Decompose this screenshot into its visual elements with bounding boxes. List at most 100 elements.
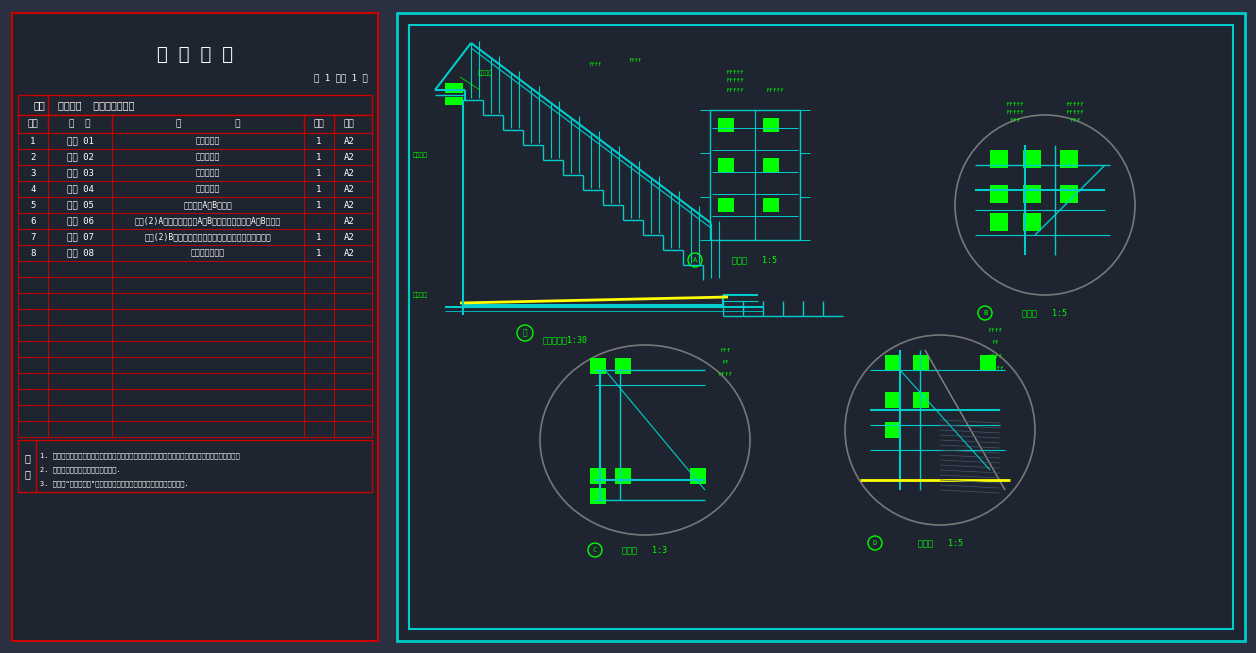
Bar bbox=[762, 198, 779, 212]
Bar bbox=[18, 213, 372, 229]
Text: 说: 说 bbox=[24, 453, 30, 463]
Bar bbox=[18, 197, 372, 213]
Text: fffff: fffff bbox=[1006, 110, 1025, 116]
Bar bbox=[18, 373, 372, 389]
Bar bbox=[1022, 150, 1041, 168]
Bar bbox=[885, 422, 901, 438]
Text: 2. 如利用标准图，可在备注栏内注明.: 2. 如利用标准图，可在备注栏内注明. bbox=[40, 466, 121, 473]
Text: A2: A2 bbox=[344, 168, 354, 178]
Text: ffff: ffff bbox=[589, 63, 602, 67]
Bar bbox=[1060, 185, 1078, 203]
Bar bbox=[18, 261, 372, 277]
Bar bbox=[980, 355, 996, 371]
Bar bbox=[718, 198, 734, 212]
Text: fffff: fffff bbox=[1065, 103, 1084, 108]
Bar bbox=[615, 468, 631, 484]
Text: 1: 1 bbox=[317, 200, 322, 210]
Bar bbox=[409, 25, 1233, 629]
Text: 二层顶面图: 二层顶面图 bbox=[196, 185, 220, 193]
Bar bbox=[913, 355, 929, 371]
Text: 第 1 页共 1 页: 第 1 页共 1 页 bbox=[314, 74, 368, 82]
Text: 一层顶面图: 一层顶面图 bbox=[196, 153, 220, 161]
Text: 1: 1 bbox=[317, 232, 322, 242]
Bar bbox=[990, 213, 1009, 231]
Text: C: C bbox=[593, 547, 597, 553]
Text: 3: 3 bbox=[30, 168, 35, 178]
Text: A2: A2 bbox=[344, 153, 354, 161]
Text: 图          目: 图 目 bbox=[176, 119, 240, 129]
Bar bbox=[18, 341, 372, 357]
Bar bbox=[1022, 185, 1041, 203]
Text: 二层平面图: 二层平面图 bbox=[196, 168, 220, 178]
Text: 图幅: 图幅 bbox=[344, 119, 354, 129]
Text: 饰施 08: 饰施 08 bbox=[67, 249, 93, 257]
Text: 1: 1 bbox=[317, 185, 322, 193]
Text: 6: 6 bbox=[30, 217, 35, 225]
Bar bbox=[762, 158, 779, 172]
Bar bbox=[18, 229, 372, 245]
Text: 饰施 05: 饰施 05 bbox=[67, 200, 93, 210]
Text: fffff: fffff bbox=[1065, 110, 1084, 116]
Text: 楼梯立面剖面图: 楼梯立面剖面图 bbox=[191, 249, 225, 257]
Bar bbox=[710, 110, 800, 240]
Bar bbox=[18, 133, 372, 149]
Bar bbox=[590, 358, 605, 374]
Text: 剖面图   1:5: 剖面图 1:5 bbox=[732, 255, 777, 264]
Text: 8: 8 bbox=[30, 249, 35, 257]
Bar bbox=[18, 389, 372, 405]
Text: 包厢(2)B立面图、一楼吧干、沙发隔断大师图、剖面图: 包厢(2)B立面图、一楼吧干、沙发隔断大师图、剖面图 bbox=[144, 232, 271, 242]
Bar bbox=[590, 468, 605, 484]
Text: ffff: ffff bbox=[628, 57, 642, 63]
Text: 4: 4 bbox=[30, 185, 35, 193]
Text: ffff: ffff bbox=[987, 353, 1002, 358]
Text: fff: fff bbox=[720, 347, 731, 353]
Text: 饰施 06: 饰施 06 bbox=[67, 217, 93, 225]
Text: 饰施 03: 饰施 03 bbox=[67, 168, 93, 178]
Text: 5: 5 bbox=[30, 200, 35, 210]
Text: 楼梯立面图1:30: 楼梯立面图1:30 bbox=[543, 336, 588, 345]
Bar bbox=[18, 277, 372, 293]
Text: 剖面图   1:5: 剖面图 1:5 bbox=[1022, 308, 1068, 317]
Bar bbox=[445, 83, 463, 93]
Bar bbox=[18, 357, 372, 373]
Text: A2: A2 bbox=[344, 249, 354, 257]
Bar bbox=[615, 358, 631, 374]
Text: 工号: 工号 bbox=[33, 100, 45, 110]
Bar bbox=[18, 245, 372, 261]
Text: 1: 1 bbox=[317, 136, 322, 146]
Text: 2: 2 bbox=[30, 153, 35, 161]
Bar bbox=[445, 97, 463, 105]
Text: 图  号: 图 号 bbox=[69, 119, 90, 129]
Text: fffff: fffff bbox=[986, 366, 1005, 372]
Bar bbox=[13, 13, 378, 641]
Text: 1: 1 bbox=[30, 136, 35, 146]
Bar bbox=[18, 421, 372, 437]
Bar bbox=[18, 440, 372, 492]
Text: 一层平面图: 一层平面图 bbox=[196, 136, 220, 146]
Text: 一楼大堂A、B立面图: 一楼大堂A、B立面图 bbox=[183, 200, 232, 210]
Text: ff: ff bbox=[991, 340, 999, 345]
Bar bbox=[885, 355, 901, 371]
Text: D: D bbox=[873, 540, 877, 546]
Text: 1: 1 bbox=[317, 168, 322, 178]
Bar bbox=[18, 115, 372, 133]
Bar bbox=[18, 293, 372, 309]
Text: fffff: fffff bbox=[726, 88, 745, 93]
Bar bbox=[1060, 150, 1078, 168]
Text: 包厢(2)A立面图、卫生间A、B立面图、三楼夜场A、B立面图: 包厢(2)A立面图、卫生间A、B立面图、三楼夜场A、B立面图 bbox=[134, 217, 281, 225]
Bar bbox=[1022, 213, 1041, 231]
Text: fff: fff bbox=[1010, 118, 1021, 123]
Bar bbox=[990, 150, 1009, 168]
Bar bbox=[718, 158, 734, 172]
Text: A2: A2 bbox=[344, 232, 354, 242]
Text: 序号: 序号 bbox=[28, 119, 39, 129]
Text: 饰施 04: 饰施 04 bbox=[67, 185, 93, 193]
Text: 图 纸 目 录: 图 纸 目 录 bbox=[157, 46, 234, 64]
Bar bbox=[762, 118, 779, 132]
Text: 工程名称  昆山阳光咖啡吧: 工程名称 昆山阳光咖啡吧 bbox=[58, 100, 134, 110]
Text: 1. 本说明（大工程）由各工种或（小工程）以单位工程在设计结束时填写，以图号为次序，每格填一张: 1. 本说明（大工程）由各工种或（小工程）以单位工程在设计结束时填写，以图号为次… bbox=[40, 452, 240, 458]
Bar bbox=[913, 392, 929, 408]
Text: 裝修地面: 裝修地面 bbox=[412, 152, 427, 158]
Text: A2: A2 bbox=[344, 217, 354, 225]
Text: 饰施 02: 饰施 02 bbox=[67, 153, 93, 161]
